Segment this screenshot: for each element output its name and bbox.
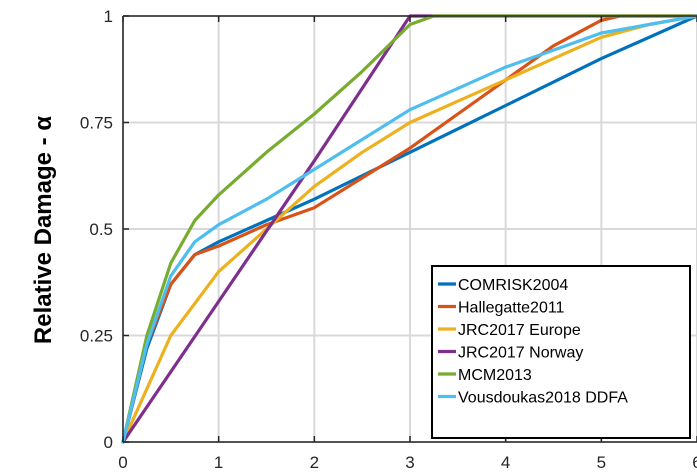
x-tick-label: 6 bbox=[692, 453, 697, 472]
y-tick-label: 0.5 bbox=[89, 220, 113, 239]
x-tick-label: 2 bbox=[310, 453, 319, 472]
legend-box bbox=[431, 265, 691, 439]
axes bbox=[122, 15, 697, 443]
series-line-jrc2017-europe bbox=[121, 14, 697, 444]
legend[interactable]: COMRISK2004 Hallegatte2011 JRC2017 Europe J… bbox=[431, 265, 691, 439]
y-tick-label: 0 bbox=[104, 433, 113, 452]
x-tick-label: 3 bbox=[405, 453, 414, 472]
legend-entry-comrisk2004[interactable]: COMRISK2004 bbox=[458, 277, 568, 294]
y-axis-label: Relative Damage - α bbox=[30, 116, 57, 344]
y-tick-label: 1 bbox=[104, 7, 113, 26]
x-tick-label: 5 bbox=[597, 453, 606, 472]
y-tick-label: 0.75 bbox=[80, 114, 113, 133]
legend-entry-jrc2017-norway[interactable]: JRC2017 Norway bbox=[458, 345, 583, 362]
series-line-vousdoukas2018-ddfa bbox=[121, 14, 697, 444]
legend-entry-hallegatte2011[interactable]: Hallegatte2011 bbox=[458, 300, 565, 317]
y-tick-label: 0.25 bbox=[80, 327, 113, 346]
legend-entry-jrc2017-europe[interactable]: JRC2017 Europe bbox=[458, 322, 581, 339]
x-tick-label: 4 bbox=[501, 453, 510, 472]
series-line-hallegatte2011 bbox=[121, 14, 697, 444]
x-tick-label: 0 bbox=[118, 453, 127, 472]
legend-entry-vousdoukas2018-ddfa[interactable]: Vousdoukas2018 DDFA bbox=[458, 390, 628, 407]
legend-entry-mcm2013[interactable]: MCM2013 bbox=[458, 367, 532, 384]
tick-labels: 0 1 2 3 4 5 6 0 0.25 0.5 0.75 1 bbox=[80, 7, 697, 472]
x-tick-label: 1 bbox=[214, 453, 223, 472]
